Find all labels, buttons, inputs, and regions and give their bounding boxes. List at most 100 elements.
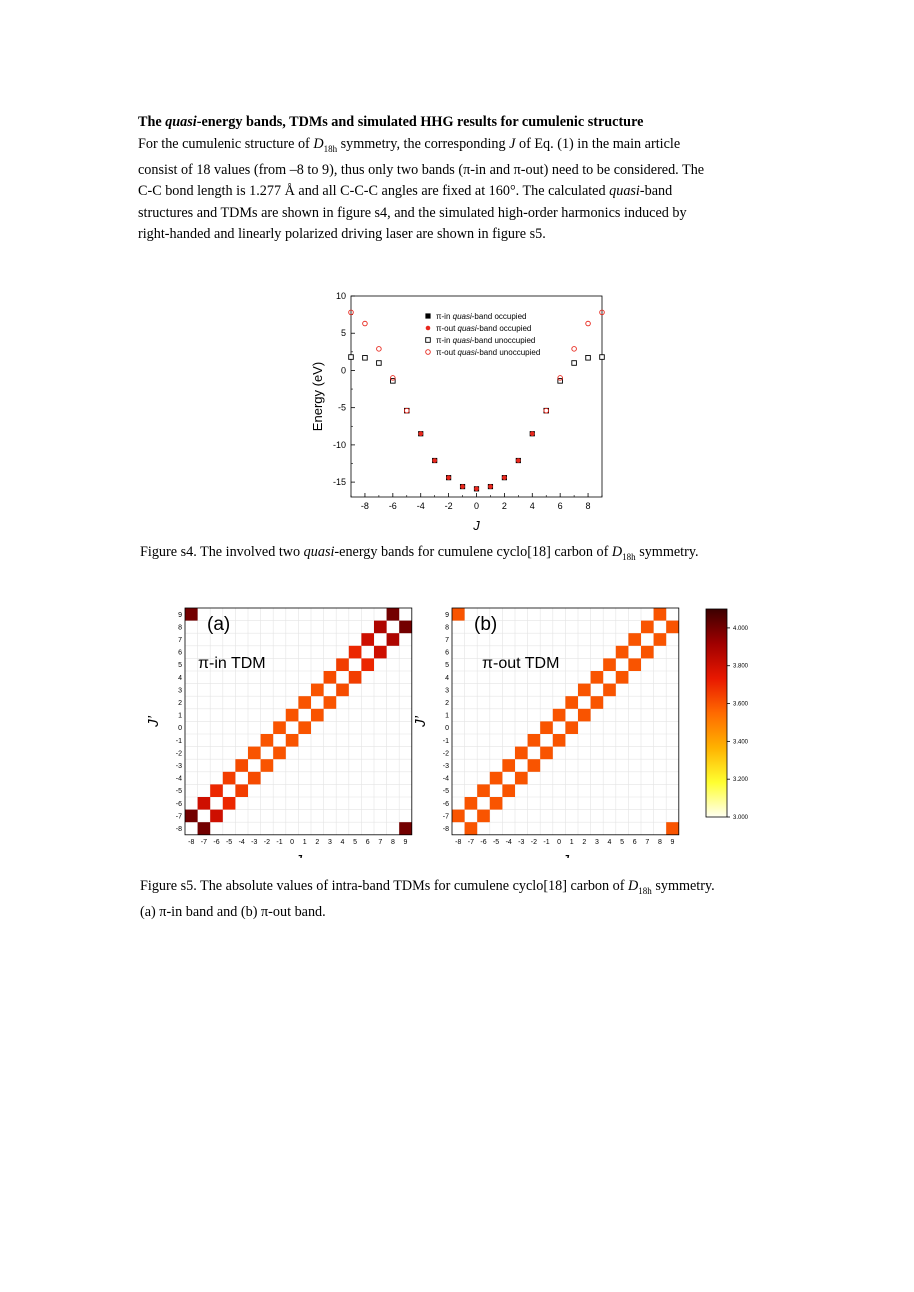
y-tick-label: -15 (333, 477, 346, 487)
y-tick-label: 0 (341, 365, 346, 375)
data-point (571, 360, 577, 366)
heatmap-cell (641, 645, 654, 659)
x-tick-label: -7 (468, 839, 474, 846)
heatmap-cell (260, 734, 274, 747)
colorbar-tick-label: 3.000 (733, 815, 749, 821)
caption-part: D (628, 878, 639, 894)
data-point (425, 337, 431, 343)
y-tick-label: -1 (176, 738, 182, 745)
y-tick-label: -7 (176, 813, 182, 820)
x-tick-label: -3 (251, 839, 257, 846)
heatmap-cell (615, 671, 629, 684)
x-tick-label: 2 (315, 839, 319, 846)
x-tick-label: -6 (480, 839, 486, 846)
heatmap-cell (502, 784, 515, 797)
y-tick-label: -6 (176, 801, 182, 808)
heatmap-cell (527, 734, 541, 747)
heatmap-cell (590, 696, 604, 709)
heatmap-cell (578, 708, 591, 722)
data-point (585, 320, 591, 327)
tdm-heatmaps: -8 -7 -6 -5 -4 -3 -2 -1 0 1 2 3 4 5 6 7 8 9 -8 -7 -6 -5 -4 -3 -2… (145, 607, 749, 858)
data-point (557, 378, 563, 384)
caption-part: 18h (638, 885, 652, 896)
caption-part: symmetry. (635, 544, 699, 560)
y-tick-label: 10 (336, 291, 346, 301)
text-run: J (509, 135, 516, 152)
data-point (557, 375, 563, 381)
data-point (571, 346, 577, 352)
heatmap-cell (452, 608, 465, 621)
y-tick-label: -2 (443, 750, 449, 757)
x-tick-label: 4 (341, 839, 345, 846)
heatmap-cell (248, 746, 261, 760)
y-tick-label: -4 (443, 776, 449, 783)
x-tick-label: 8 (658, 839, 662, 846)
y-tick-label: 7 (178, 637, 182, 644)
y-tick-label: 8 (178, 624, 182, 631)
x-tick-label: -1 (276, 839, 282, 846)
y-tick-label: 9 (178, 612, 182, 619)
x-tick-label: -5 (226, 839, 232, 846)
heatmap-cell (386, 608, 400, 621)
text-run: consist of 18 values (from –8 to 9), thu… (138, 161, 705, 178)
y-tick-label: 9 (445, 612, 449, 619)
caption-part: symmetry. (651, 878, 715, 894)
data-point (362, 355, 368, 361)
heading-part: quasi (165, 114, 197, 130)
heading-part: -energy bands, TDMs and simulated HHG re… (196, 114, 644, 130)
heatmap-cell (666, 620, 679, 634)
y-tick-label: 3 (445, 687, 449, 694)
x-tick-label: 6 (366, 839, 370, 846)
y-tick-label: 5 (178, 662, 182, 669)
x-tick-label: 0 (474, 501, 479, 511)
x-tick-label: 1 (570, 839, 574, 846)
paragraph-line: right-handed and linearly polarized driv… (138, 224, 778, 246)
x-tick-label: 8 (391, 839, 395, 846)
heatmap-cell (653, 608, 667, 621)
caption-part: 18h (622, 551, 636, 562)
heatmap-cell (464, 822, 478, 835)
heatmap-cell (666, 822, 679, 835)
y-tick-label: 2 (178, 700, 182, 707)
text-run: -band (639, 183, 673, 200)
x-axis-label: J (294, 852, 303, 858)
x-tick-label: 4 (530, 501, 535, 511)
heatmap-cell (222, 771, 236, 785)
x-tick-label: 5 (620, 839, 624, 846)
data-point (599, 309, 605, 316)
series-3 (348, 309, 605, 414)
text-run: C-C bond length is 1.277 Å and all C-C-C… (138, 183, 610, 200)
data-point (585, 355, 591, 361)
x-tick-label: 7 (378, 839, 382, 846)
heatmap-cell (374, 645, 387, 659)
y-tick-label: 5 (341, 328, 346, 338)
y-tick-label: 8 (445, 624, 449, 631)
colorbar-tick-label: 4.000 (733, 626, 749, 632)
text-run: structures and TDMs are shown in figure … (138, 204, 687, 221)
x-tick-label: 8 (586, 501, 591, 511)
x-tick-label: 2 (502, 501, 507, 511)
x-tick-label: 3 (328, 839, 332, 846)
x-axis-label: J (561, 852, 570, 858)
figure-s4-caption: Figure s4. The involved two quasi-energy… (140, 542, 699, 568)
caption-line: (a) π-in band and (b) π-out band. (140, 903, 326, 920)
panel-label: (a) (207, 614, 230, 635)
caption-part: -energy bands for cumulene cyclo[18] car… (334, 544, 612, 560)
x-tick-label: -5 (493, 839, 499, 846)
x-tick-label: -8 (361, 501, 369, 511)
heatmap-cell (197, 797, 211, 810)
data-point (404, 407, 410, 414)
text-run: right-handed and linearly polarized driv… (138, 226, 546, 243)
x-tick-label: -2 (531, 839, 537, 846)
heatmap-cell (348, 671, 362, 684)
energy-band-chart: -8 -6 -4 -2 0 2 4 6 8 10 5 0 -5 -10 -15 J Energy (eV) π-i… (310, 291, 605, 533)
y-tick-label: -1 (443, 738, 449, 745)
data-point (599, 354, 605, 360)
heatmap-cell (386, 633, 400, 646)
x-tick-label: 9 (404, 839, 408, 846)
heatmap-cell (248, 771, 261, 785)
legend-label: π-in quasi-band unoccupied (436, 336, 535, 345)
heatmap-cell (185, 809, 198, 823)
x-tick-label: 9 (671, 839, 675, 846)
x-tick-label: 3 (595, 839, 599, 846)
